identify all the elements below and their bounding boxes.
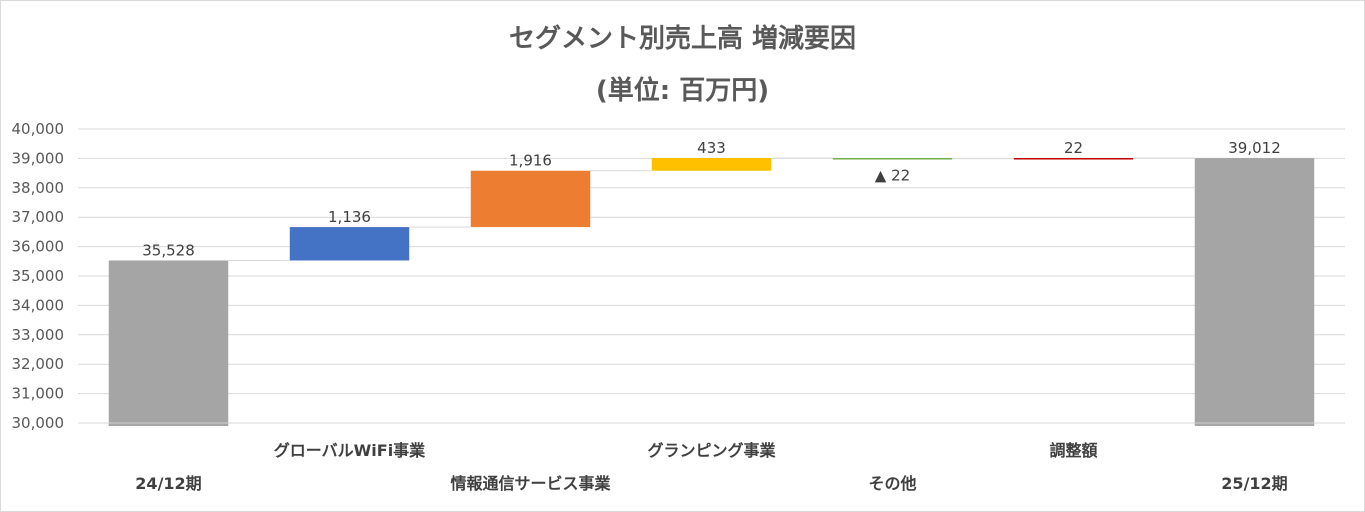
bar-3 (651, 158, 772, 171)
category-label: 調整額 (1049, 441, 1097, 460)
data-label: 433 (697, 139, 726, 157)
y-tick-label: 40,000 (12, 120, 65, 138)
data-label: 35,528 (142, 241, 195, 259)
data-label: 22 (1064, 139, 1083, 157)
y-tick-label: 33,000 (12, 326, 65, 344)
data-label: ▲ 22 (875, 167, 910, 185)
category-label: 情報通信サービス事業 (450, 474, 611, 493)
y-tick-label: 34,000 (12, 296, 65, 314)
y-tick-label: 36,000 (12, 238, 65, 256)
y-tick-label: 35,000 (12, 267, 65, 285)
category-label: 25/12期 (1221, 474, 1287, 493)
category-label: 24/12期 (135, 474, 201, 493)
y-tick-label: 39,000 (12, 149, 65, 167)
bar-1 (289, 227, 410, 261)
data-label: 39,012 (1228, 139, 1281, 157)
y-tick-label: 37,000 (12, 208, 65, 226)
bar-2 (470, 170, 591, 228)
y-tick-label: 38,000 (12, 179, 65, 197)
y-tick-label: 31,000 (12, 385, 65, 403)
chart-subtitle: (単位: 百万円) (595, 76, 770, 106)
data-label: 1,136 (328, 208, 371, 226)
y-tick-label: 30,000 (12, 414, 65, 432)
category-label: グローバルWiFi事業 (274, 441, 426, 460)
bar-5 (1013, 158, 1134, 160)
bar-4 (832, 158, 953, 160)
category-label: その他 (868, 474, 916, 493)
y-tick-label: 32,000 (12, 355, 65, 373)
bar-6 (1194, 158, 1315, 427)
bar-0 (108, 260, 229, 426)
category-label: グランピング事業 (647, 441, 776, 460)
data-label: 1,916 (509, 152, 552, 170)
chart-title: セグメント別売上高 増減要因 (508, 24, 857, 54)
